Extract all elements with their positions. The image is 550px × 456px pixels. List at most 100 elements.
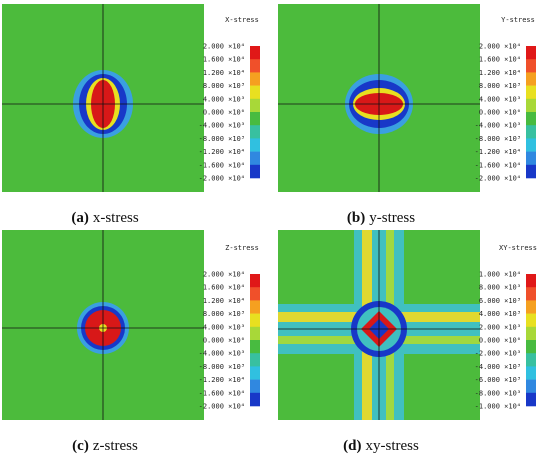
legend-label: 0.000 ×10⁰ bbox=[203, 337, 245, 345]
color-band bbox=[526, 392, 536, 407]
color-band bbox=[250, 392, 260, 407]
color-band bbox=[250, 313, 260, 328]
caption-label: (a) bbox=[71, 210, 89, 226]
color-band bbox=[250, 59, 260, 73]
legend-label: 1.600 ×10⁴ bbox=[479, 56, 521, 64]
color-band bbox=[250, 125, 260, 139]
caption-text: z-stress bbox=[93, 438, 138, 454]
color-band bbox=[250, 274, 260, 288]
legend-label: 8.000 ×10³ bbox=[479, 284, 521, 292]
legend-label: -2.000 ×10⁴ bbox=[199, 403, 245, 411]
legend-title: X-stress bbox=[225, 16, 259, 24]
caption: (c) z-stress bbox=[72, 438, 138, 454]
color-band bbox=[526, 340, 536, 354]
color-band bbox=[250, 326, 260, 341]
contour-plot bbox=[2, 230, 204, 420]
legend-label: 1.200 ×10⁴ bbox=[203, 297, 245, 305]
caption-text: x-stress bbox=[93, 210, 139, 226]
contour-plot bbox=[278, 230, 480, 420]
legend-label: 0.000 ×10⁰ bbox=[479, 109, 521, 117]
legend-title: Y-stress bbox=[501, 16, 535, 24]
legend: X-stress 2.000 ×10⁴ 1.600 ×10⁴ 1.200 ×10⁴ 8.… bbox=[199, 16, 260, 183]
legend: XY-stress 1.000 ×10⁴ 8.000 ×10³ 6.000 ×10³ 4… bbox=[475, 244, 537, 411]
legend: Y-stress 2.000 ×10⁴ 1.600 ×10⁴ 1.200 ×10⁴ 8.… bbox=[475, 16, 536, 183]
color-band bbox=[526, 85, 536, 100]
legend-label: -4.000 ×10³ bbox=[475, 363, 521, 371]
color-band bbox=[250, 287, 260, 301]
caption-label: (b) bbox=[347, 210, 365, 226]
contour-plot bbox=[2, 4, 204, 192]
legend-label: 2.000 ×10³ bbox=[479, 323, 521, 331]
legend-label: -1.600 ×10⁴ bbox=[199, 389, 245, 397]
caption-text: xy-stress bbox=[366, 438, 419, 454]
caption-text: y-stress bbox=[369, 210, 415, 226]
caption: (d) xy-stress bbox=[343, 438, 419, 454]
color-band bbox=[526, 274, 536, 288]
legend-title: Z-stress bbox=[225, 244, 259, 252]
legend-label: 6.000 ×10³ bbox=[479, 297, 521, 305]
color-band bbox=[526, 379, 536, 394]
color-band bbox=[526, 72, 536, 86]
legend-label: 8.000 ×10³ bbox=[479, 82, 521, 90]
legend-label: -4.000 ×10³ bbox=[475, 122, 521, 130]
legend-title: XY-stress bbox=[499, 244, 537, 252]
color-band bbox=[526, 164, 536, 179]
color-band bbox=[526, 366, 536, 380]
color-band bbox=[250, 379, 260, 394]
legend-label: 4.000 ×10³ bbox=[203, 323, 245, 331]
legend-label: 1.000 ×10⁴ bbox=[479, 271, 521, 279]
legend-label: 1.200 ×10⁴ bbox=[203, 69, 245, 77]
legend-label: -1.600 ×10⁴ bbox=[199, 161, 245, 169]
legend-label: 2.000 ×10⁴ bbox=[203, 271, 245, 279]
legend-label: 4.000 ×10³ bbox=[479, 95, 521, 103]
legend-label: -1.200 ×10⁴ bbox=[199, 376, 245, 384]
legend-label: 0.000 ×10⁰ bbox=[203, 109, 245, 117]
color-band bbox=[526, 125, 536, 139]
color-band bbox=[526, 353, 536, 367]
color-band bbox=[250, 112, 260, 126]
legend-label: -8.000 ×10³ bbox=[475, 135, 521, 143]
legend-label: 0.000 ×10⁰ bbox=[479, 337, 521, 345]
caption-label: (c) bbox=[72, 438, 89, 454]
legend-label: -1.200 ×10⁴ bbox=[475, 148, 521, 156]
legend-label: 4.000 ×10³ bbox=[203, 95, 245, 103]
color-band bbox=[250, 98, 260, 113]
color-band bbox=[526, 46, 536, 60]
color-band bbox=[250, 85, 260, 100]
legend-label: 1.200 ×10⁴ bbox=[479, 69, 521, 77]
color-band bbox=[250, 366, 260, 380]
color-band bbox=[526, 326, 536, 341]
legend-label: 2.000 ×10⁴ bbox=[479, 43, 521, 51]
legend: Z-stress 2.000 ×10⁴ 1.600 ×10⁴ 1.200 ×10⁴ 8.… bbox=[199, 244, 260, 411]
color-band bbox=[250, 353, 260, 367]
legend-label: 1.600 ×10⁴ bbox=[203, 284, 245, 292]
color-band bbox=[526, 112, 536, 126]
legend-label: -4.000 ×10³ bbox=[199, 122, 245, 130]
contour-plot bbox=[278, 4, 480, 192]
color-band bbox=[250, 340, 260, 354]
caption-label: (d) bbox=[343, 438, 361, 454]
caption: (a) x-stress bbox=[71, 210, 138, 226]
color-band bbox=[526, 300, 536, 314]
color-band bbox=[526, 138, 536, 152]
legend-label: -1.000 ×10⁴ bbox=[475, 403, 521, 411]
color-band bbox=[526, 151, 536, 166]
color-band bbox=[250, 300, 260, 314]
color-band bbox=[250, 138, 260, 152]
legend-label: -4.000 ×10³ bbox=[199, 350, 245, 358]
color-band bbox=[526, 59, 536, 73]
legend-label: -8.000 ×10³ bbox=[199, 135, 245, 143]
color-band bbox=[250, 151, 260, 166]
legend-label: 4.000 ×10³ bbox=[479, 310, 521, 318]
legend-label: -1.600 ×10⁴ bbox=[475, 161, 521, 169]
color-band bbox=[526, 287, 536, 301]
color-band bbox=[250, 164, 260, 179]
color-band bbox=[526, 98, 536, 113]
legend-label: 8.000 ×10³ bbox=[203, 82, 245, 90]
legend-label: -2.000 ×10⁴ bbox=[475, 175, 521, 183]
color-band bbox=[250, 72, 260, 86]
legend-label: -6.000 ×10³ bbox=[475, 376, 521, 384]
legend-label: 8.000 ×10³ bbox=[203, 310, 245, 318]
legend-label: 1.600 ×10⁴ bbox=[203, 56, 245, 64]
